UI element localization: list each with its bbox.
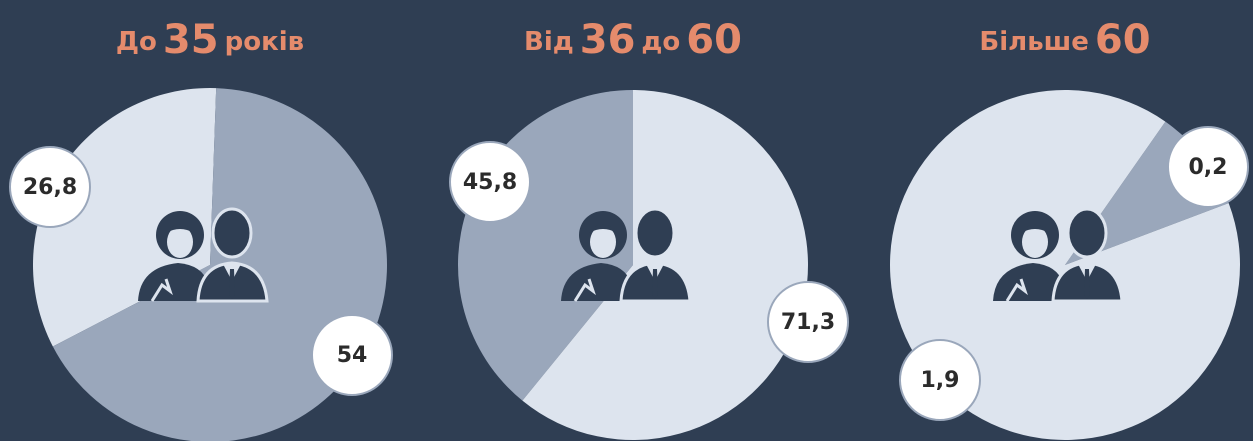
value-label: 71,3 bbox=[781, 310, 835, 335]
label-bubble bbox=[9, 146, 91, 228]
chart-title: Від 36 до 60 bbox=[524, 17, 742, 63]
value-label: 45,8 bbox=[463, 170, 517, 195]
pie-chart: 26,8 54 До 35 років bbox=[9, 17, 393, 441]
title-part: 60 bbox=[1095, 17, 1151, 63]
label-bubble bbox=[449, 141, 531, 223]
label-bubble bbox=[767, 281, 849, 363]
pie-chart: 45,8 71,3 Від 36 до 60 bbox=[449, 17, 849, 440]
pie-slice bbox=[890, 90, 1240, 441]
value-label: 0,2 bbox=[1189, 155, 1228, 180]
label-bubble bbox=[899, 339, 981, 421]
title-part: до bbox=[641, 27, 680, 57]
title-part: 60 bbox=[686, 17, 742, 63]
title-part: років bbox=[225, 27, 305, 57]
chart-title: До 35 років bbox=[116, 17, 304, 63]
pie-chart: 0,2 1,9 Більше 60 bbox=[890, 17, 1249, 441]
chart-title: Більше 60 bbox=[979, 17, 1150, 63]
label-bubble bbox=[311, 314, 393, 396]
title-part: До bbox=[116, 27, 157, 57]
label-bubble bbox=[1167, 126, 1249, 208]
title-part: 36 bbox=[580, 17, 636, 63]
title-part: 35 bbox=[163, 17, 219, 63]
value-label: 26,8 bbox=[23, 175, 77, 200]
value-label: 54 bbox=[337, 343, 368, 368]
title-part: Від bbox=[524, 27, 574, 57]
title-part: Більше bbox=[979, 27, 1088, 57]
value-label: 1,9 bbox=[921, 368, 960, 393]
